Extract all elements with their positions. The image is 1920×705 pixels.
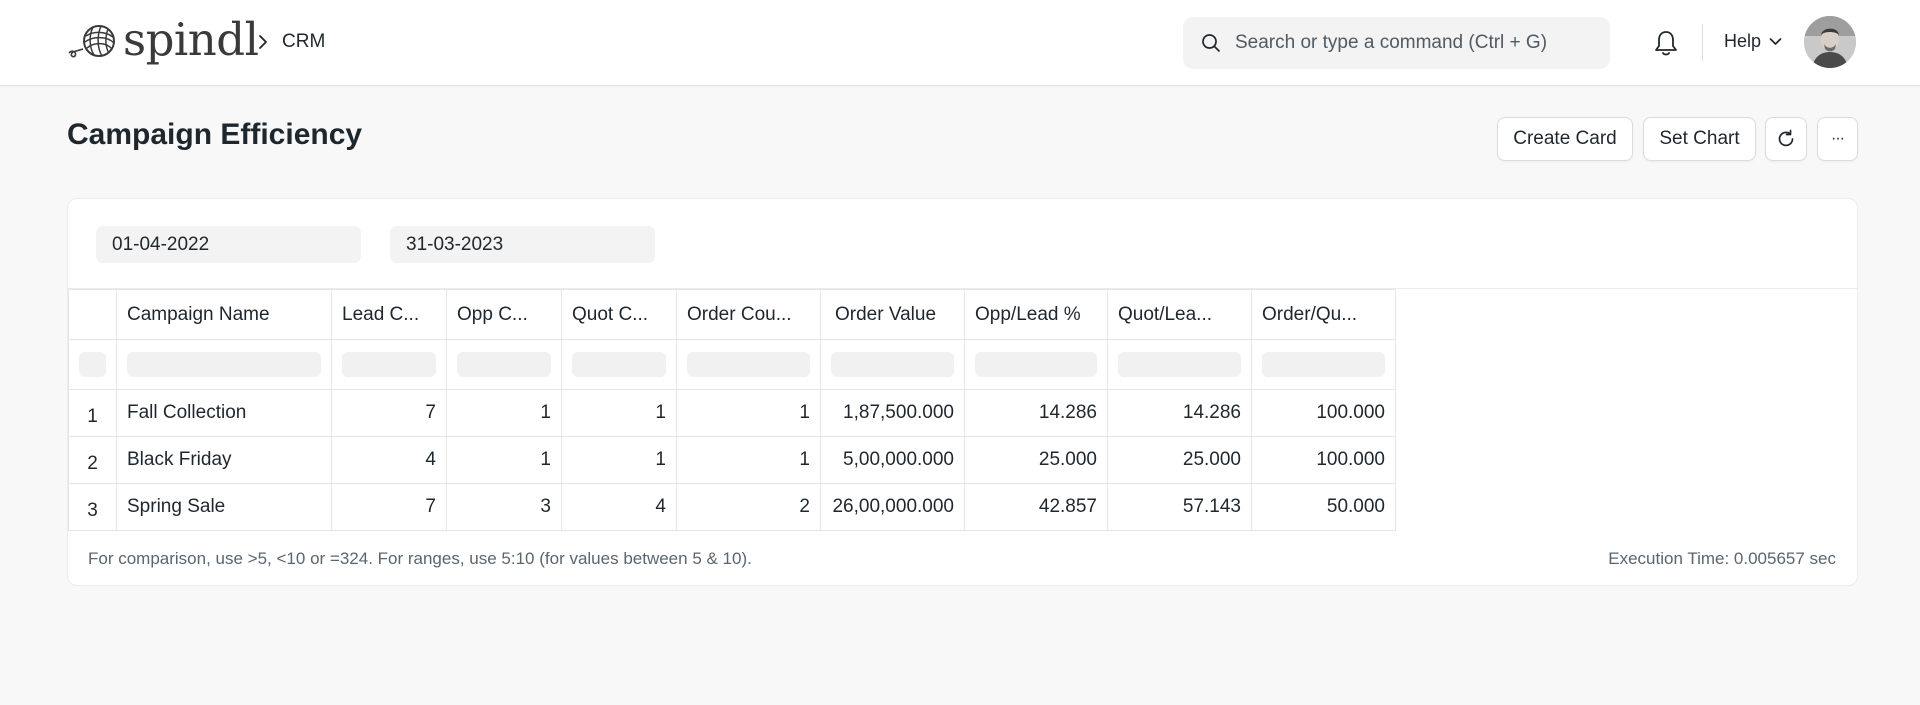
table-row[interactable]: 2 Black Friday 4 1 1 1 5,00,000.000 25.0… xyxy=(68,436,1396,484)
search-bar[interactable] xyxy=(1183,17,1610,69)
user-avatar-image xyxy=(1804,16,1856,68)
table-cell[interactable]: 100.000 xyxy=(1251,436,1396,484)
column-header[interactable]: Order Cou... xyxy=(676,289,821,340)
column-header[interactable]: Quot C... xyxy=(561,289,677,340)
column-filter-row xyxy=(68,339,1396,390)
divider xyxy=(68,288,1857,289)
table-cell[interactable]: 2 xyxy=(676,483,821,531)
refresh-icon xyxy=(1778,129,1794,147)
column-header[interactable]: Order/Qu... xyxy=(1251,289,1396,340)
nav-divider xyxy=(1702,24,1703,61)
table-cell[interactable]: 7 xyxy=(331,389,447,437)
table-cell[interactable]: 50.000 xyxy=(1251,483,1396,531)
table-cell[interactable]: 1 xyxy=(446,436,562,484)
table-cell[interactable]: 1 xyxy=(676,436,821,484)
from-date-filter[interactable]: 01-04-2022 xyxy=(96,226,361,263)
page-title: Campaign Efficiency xyxy=(67,118,363,151)
column-header[interactable]: Campaign Name xyxy=(116,289,332,340)
chevron-right-icon xyxy=(259,35,267,49)
column-filter-input[interactable] xyxy=(572,352,666,377)
row-index: 3 xyxy=(68,483,117,531)
column-filter-input[interactable] xyxy=(831,352,954,377)
table-cell[interactable]: 25.000 xyxy=(1107,436,1252,484)
table-cell[interactable]: 4 xyxy=(331,436,447,484)
table-cell[interactable]: 25.000 xyxy=(964,436,1108,484)
report-table: Campaign Name Lead C... Opp C... Quot C.… xyxy=(68,289,1396,531)
help-dropdown[interactable]: Help xyxy=(1724,31,1782,52)
refresh-button[interactable] xyxy=(1765,117,1807,161)
yarn-ball-icon xyxy=(68,25,115,58)
table-cell[interactable]: 1 xyxy=(561,389,677,437)
row-checkbox-filter xyxy=(68,339,117,390)
table-cell[interactable]: 42.857 xyxy=(964,483,1108,531)
breadcrumb-crm[interactable]: CRM xyxy=(282,31,326,52)
table-cell[interactable]: 7 xyxy=(331,483,447,531)
filter-hint-text: For comparison, use >5, <10 or =324. For… xyxy=(88,549,752,568)
column-header[interactable]: Quot/Lea... xyxy=(1107,289,1252,340)
table-cell[interactable]: 1 xyxy=(561,436,677,484)
column-header[interactable]: Opp C... xyxy=(446,289,562,340)
search-icon xyxy=(1202,34,1220,52)
table-cell[interactable]: 100.000 xyxy=(1251,389,1396,437)
more-options-icon: ··· xyxy=(1831,130,1845,147)
column-filter-input[interactable] xyxy=(687,352,810,377)
table-cell[interactable]: 14.286 xyxy=(964,389,1108,437)
bell-icon[interactable] xyxy=(1653,29,1679,57)
table-cell[interactable]: 1 xyxy=(676,389,821,437)
campaign-name-cell[interactable]: Spring Sale xyxy=(116,483,332,531)
table-cell[interactable]: 14.286 xyxy=(1107,389,1252,437)
column-filter-input[interactable] xyxy=(975,352,1097,377)
execution-time: Execution Time: 0.005657 sec xyxy=(1608,549,1836,568)
column-filter-input[interactable] xyxy=(342,352,436,377)
app-logo[interactable]: spindl xyxy=(67,12,259,66)
navbar: spindl CRM Help xyxy=(0,0,1920,86)
table-row[interactable]: 1 Fall Collection 7 1 1 1 1,87,500.000 1… xyxy=(68,389,1396,437)
table-cell[interactable]: 26,00,000.000 xyxy=(820,483,965,531)
brand-name: spindl xyxy=(123,12,259,66)
table-cell[interactable]: 1 xyxy=(446,389,562,437)
help-label: Help xyxy=(1724,31,1762,51)
table-header-row: Campaign Name Lead C... Opp C... Quot C.… xyxy=(68,289,1396,340)
create-card-button[interactable]: Create Card xyxy=(1497,117,1633,161)
more-options-button[interactable]: ··· xyxy=(1817,117,1858,161)
column-filter-input[interactable] xyxy=(1262,352,1385,377)
table-cell[interactable]: 57.143 xyxy=(1107,483,1252,531)
chevron-down-icon xyxy=(1769,38,1782,45)
table-row[interactable]: 3 Spring Sale 7 3 4 2 26,00,000.000 42.8… xyxy=(68,483,1396,531)
column-header[interactable]: Lead C... xyxy=(331,289,447,340)
campaign-name-cell[interactable]: Black Friday xyxy=(116,436,332,484)
row-index: 2 xyxy=(68,436,117,484)
column-filter-input[interactable] xyxy=(127,352,321,377)
column-filter-input[interactable] xyxy=(1118,352,1241,377)
avatar[interactable] xyxy=(1804,16,1856,68)
table-cell[interactable]: 4 xyxy=(561,483,677,531)
column-filter-input[interactable] xyxy=(457,352,551,377)
to-date-filter[interactable]: 31-03-2023 xyxy=(390,226,655,263)
column-header[interactable]: Order Value xyxy=(820,289,965,340)
table-cell[interactable]: 1,87,500.000 xyxy=(820,389,965,437)
set-chart-button[interactable]: Set Chart xyxy=(1643,117,1756,161)
row-index-header xyxy=(68,289,117,340)
table-cell[interactable]: 5,00,000.000 xyxy=(820,436,965,484)
column-header[interactable]: Opp/Lead % xyxy=(964,289,1108,340)
search-input[interactable] xyxy=(1235,32,1595,54)
campaign-name-cell[interactable]: Fall Collection xyxy=(116,389,332,437)
row-index: 1 xyxy=(68,389,117,437)
table-cell[interactable]: 3 xyxy=(446,483,562,531)
select-all-box[interactable] xyxy=(79,352,106,377)
report-card: 01-04-2022 31-03-2023 Campaign Name Lead… xyxy=(67,198,1858,586)
